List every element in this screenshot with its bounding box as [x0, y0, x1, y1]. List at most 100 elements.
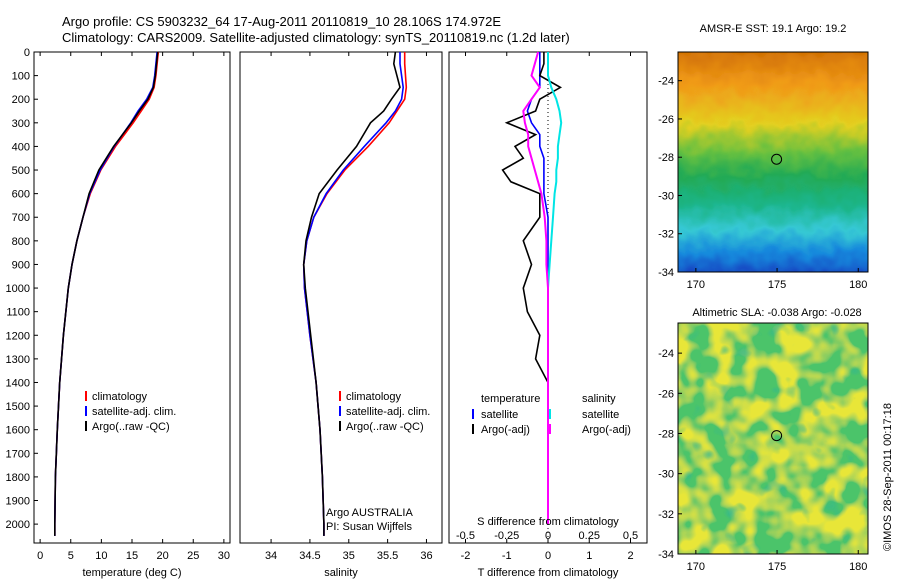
series-line-argo-raw-qc- [53, 51, 159, 536]
depth-tick-labels: 0 100 200 300 400 500 600 700 800 900 1000 1100 1200… [6, 47, 38, 531]
y-tick-label: -26 [658, 388, 674, 400]
y-tick-label: -28 [658, 428, 674, 440]
y-tick-label: -26 [658, 114, 674, 126]
temperature-series-lines [53, 51, 160, 536]
y-tick-label: 1300 [6, 354, 30, 366]
salinity-xlabel: salinity [324, 567, 358, 579]
temperature-xlabel: temperature (deg C) [82, 567, 181, 579]
y-tick-label: 900 [12, 259, 30, 271]
legend-label: Argo(..raw -QC) [92, 421, 170, 433]
sst-map-panel: AMSR-E SST: 19.1 Argo: 19.2 170 175 180 -24… [658, 23, 869, 291]
y-tick-label: 1600 [6, 425, 30, 437]
sst-argo-position-marker [771, 153, 783, 165]
x-tick-label: 35 [343, 550, 355, 562]
y-tick-label: -32 [658, 509, 674, 521]
temperature-legend: climatology satellite-adj. clim. Argo(..ra… [85, 391, 176, 433]
x-tick-label: 34 [265, 550, 277, 562]
x-tick-label: 36 [420, 550, 432, 562]
legend-label: satellite [582, 409, 619, 421]
x-tick-label: 5 [68, 550, 74, 562]
salinity-legend: climatology satellite-adj. clim. Argo(..ra… [339, 391, 430, 433]
legend-label: satellite-adj. clim. [92, 406, 176, 418]
x-tick-label: 175 [768, 561, 786, 573]
y-tick-label: 200 [12, 94, 30, 106]
temperature-panel: 0100200300400500600700800900100011001200… [6, 47, 231, 579]
series-line-climatology [302, 52, 408, 536]
series-line-climatology [53, 51, 160, 536]
series-line-satellite-adj-clim- [53, 51, 158, 536]
s-tick-label: -0.5 [456, 530, 475, 542]
x-tick-label: 1 [586, 550, 592, 562]
y-tick-label: 100 [12, 71, 30, 83]
y-tick-label: 400 [12, 141, 30, 153]
y-tick-label: 2000 [6, 519, 30, 531]
y-tick-label: -34 [658, 549, 674, 561]
x-tick-label: 180 [849, 279, 867, 291]
series-line-t-satellite [526, 52, 549, 525]
header-line-1: Argo profile: CS 5903232_64 17-Aug-2011 … [62, 14, 501, 29]
x-tick-label: 35.5 [377, 550, 398, 562]
x-tick-label: 15 [126, 550, 138, 562]
x-tick-label: 30 [218, 550, 230, 562]
y-tick-label: 1800 [6, 472, 30, 484]
y-tick-label: 800 [12, 236, 30, 248]
x-tick-label: 2 [627, 550, 633, 562]
y-tick-label: 0 [24, 47, 30, 59]
sla-map-panel: Altimetric SLA: -0.038 Argo: -0.028 170 1… [658, 307, 869, 573]
x-tick-label: -1 [502, 550, 512, 562]
legend-group-title: temperature [481, 393, 540, 405]
x-tick-label: 0 [37, 550, 43, 562]
series-line-argo-raw-qc- [302, 51, 401, 536]
series-line-t-argo-adj- [501, 52, 563, 525]
s-tick-label: -0.25 [494, 530, 519, 542]
y-tick-label: -24 [658, 76, 674, 88]
x-tick-label: 170 [687, 561, 705, 573]
salinity-panel: 34 34.5 35 35.5 36 climatology satellite-adj.… [239, 51, 443, 579]
s-tick-label: 0.5 [623, 530, 638, 542]
difference-series-lines [501, 51, 563, 525]
y-tick-label: -30 [658, 190, 674, 202]
legend-label: Argo(-adj) [582, 424, 631, 436]
y-tick-label: 300 [12, 118, 30, 130]
imos-credit: ©IMOS 28-Sep-2011 00:17:18 [882, 403, 894, 551]
x-tick-label: 170 [687, 279, 705, 291]
s-difference-tick-labels: -0.5 -0.25 0 0.25 0.5 [456, 530, 638, 542]
legend-group-title: salinity [582, 393, 616, 405]
series-line-s-argo-adj- [522, 51, 549, 525]
legend-label: satellite [481, 409, 518, 421]
y-tick-label: 500 [12, 165, 30, 177]
x-tick-label: 0 [545, 550, 551, 562]
argo-agency-label: Argo AUSTRALIA [326, 507, 413, 519]
y-tick-label: 700 [12, 212, 30, 224]
x-tick-label: 34.5 [299, 550, 320, 562]
series-line-s-satellite [547, 52, 563, 525]
salinity-tick-labels: 34 34.5 35 35.5 36 [265, 52, 433, 562]
s-tick-label: 0.25 [579, 530, 600, 542]
y-tick-label: 600 [12, 189, 30, 201]
difference-panel: -2 -1 0 1 2 -0.5 -0.25 0 0.25 0.5 temperature sat… [448, 51, 648, 579]
y-tick-label: -28 [658, 152, 674, 164]
legend-label: Argo(-adj) [481, 424, 530, 436]
x-tick-label: -2 [461, 550, 471, 562]
salinity-axes-box [239, 51, 443, 544]
x-tick-label: 10 [95, 550, 107, 562]
y-tick-label: -32 [658, 229, 674, 241]
header-line-2: Climatology: CARS2009. Satellite-adjuste… [62, 30, 570, 45]
y-tick-label: -24 [658, 348, 674, 360]
y-tick-label: 1900 [6, 496, 30, 508]
y-tick-label: 1000 [6, 283, 30, 295]
y-tick-label: 1500 [6, 401, 30, 413]
y-tick-label: 1400 [6, 377, 30, 389]
x-tick-label: 180 [849, 561, 867, 573]
sla-map-title: Altimetric SLA: -0.038 Argo: -0.028 [692, 307, 861, 319]
y-tick-label: 1200 [6, 330, 30, 342]
sla-tick-labels: 170 175 180 -24 -26 -28 -30 -32 -34 [658, 348, 867, 573]
legend-label: satellite-adj. clim. [346, 406, 430, 418]
y-tick-label: 1100 [6, 307, 30, 319]
x-tick-label: 175 [768, 279, 786, 291]
y-tick-label: -30 [658, 469, 674, 481]
legend-label: climatology [346, 391, 402, 403]
sst-map-title: AMSR-E SST: 19.1 Argo: 19.2 [700, 23, 847, 35]
y-tick-label: -34 [658, 267, 674, 279]
